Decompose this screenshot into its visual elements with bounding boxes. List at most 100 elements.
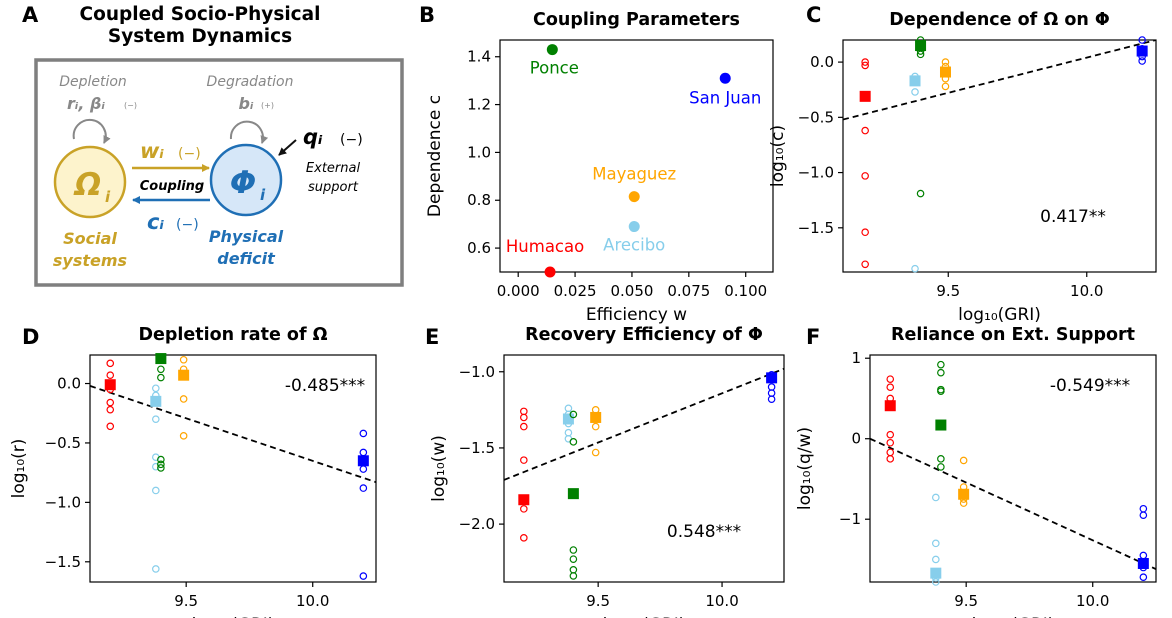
x-tick-label-e: 10.0	[705, 592, 738, 610]
sample-point-san-juan	[359, 572, 368, 580]
correlation-annotation-c: 0.417**	[1040, 207, 1106, 227]
sample-point-humacao	[886, 448, 895, 457]
sample-point-arecibo	[152, 384, 160, 393]
sample-point-arecibo	[932, 539, 940, 548]
sample-point-mayaguez	[941, 58, 950, 66]
sample-point-san-juan	[1138, 57, 1146, 65]
x-tick-label-c: 10.0	[1070, 282, 1103, 300]
mean-marker-san-juan	[357, 455, 369, 467]
sample-point-humacao	[520, 413, 528, 422]
mean-marker-arecibo	[150, 395, 162, 407]
sample-point-arecibo	[911, 264, 919, 273]
sample-point-humacao	[886, 455, 895, 463]
panel-letter-b: B	[419, 3, 435, 27]
sample-point-san-juan	[359, 448, 368, 457]
panel-letter-a: A	[22, 3, 39, 27]
sample-point-humacao	[520, 456, 528, 464]
mean-marker-humacao	[859, 90, 871, 102]
chart-f: F Reliance on Ext. Support 9.5 10.0 1 0 −1 log₁…	[795, 325, 1157, 618]
sample-point-humacao	[886, 383, 895, 391]
q-arrow	[278, 139, 297, 156]
w-sign: (−)	[178, 146, 201, 162]
panel-letter-c: C	[806, 3, 821, 27]
fit-line-d	[90, 385, 376, 484]
y-axis-label-f: log₁₀(q/w)	[795, 427, 815, 510]
mean-marker-san-juan	[1137, 557, 1149, 569]
panel-letter-f: F	[806, 325, 820, 349]
point-ponce	[546, 44, 558, 56]
sample-point-mayaguez	[959, 499, 968, 507]
x-tick-label-f: 9.5	[954, 592, 978, 610]
axes-frame-c	[842, 39, 1157, 273]
physical-deficit-line2: deficit	[217, 249, 276, 268]
w-label: wᵢ	[140, 139, 164, 163]
sample-point-san-juan	[359, 465, 368, 473]
sample-point-ponce	[157, 460, 165, 469]
correlation-annotation-e: 0.548***	[667, 522, 741, 542]
sample-point-humacao	[861, 172, 869, 180]
mean-marker-ponce	[915, 40, 927, 52]
sample-point-mayaguez	[179, 395, 188, 403]
sample-point-ponce	[157, 455, 165, 464]
point-label-mayaguez: Mayaguez	[592, 165, 676, 184]
mean-marker-ponce	[935, 419, 947, 431]
y-tick-label-b: 0.8	[467, 191, 491, 209]
y-axis-label-c: log₁₀(c)	[768, 125, 788, 187]
point-arecibo	[628, 221, 640, 233]
sample-point-ponce	[569, 438, 578, 446]
chart-title-f: Reliance on Ext. Support	[891, 325, 1135, 345]
y-tick-label-d: 0.0	[57, 375, 81, 393]
coupling-label: Coupling	[140, 179, 205, 194]
sample-point-ponce	[569, 410, 578, 419]
mean-marker-arecibo	[909, 75, 921, 87]
physical-deficit-line1: Physical	[209, 227, 284, 246]
self-loop-omega-arrow	[72, 118, 111, 144]
chart-title-e: Recovery Efficiency of Φ	[525, 325, 763, 345]
sample-point-humacao	[106, 398, 115, 407]
y-axis-label-b: Dependence c	[425, 95, 445, 217]
schematic-frame	[34, 58, 404, 287]
sample-point-mayaguez	[179, 355, 188, 364]
sample-point-mayaguez	[591, 422, 600, 431]
depletion-params: rᵢ, βᵢ	[67, 94, 106, 113]
x-tick-label-c: 9.5	[936, 282, 960, 300]
sample-point-ponce	[916, 189, 925, 198]
y-axis-label-d: log₁₀(r)	[9, 439, 29, 499]
sample-point-san-juan	[1139, 551, 1148, 560]
x-tick-label-d: 9.5	[174, 592, 198, 610]
point-humacao	[544, 266, 556, 278]
correlation-annotation-f: -0.549***	[1050, 376, 1130, 396]
sample-point-ponce	[569, 546, 578, 554]
x-axis-label-e: log₁₀(GRI)	[603, 615, 686, 618]
sample-point-ponce	[157, 373, 165, 382]
y-tick-label-e: −1.5	[459, 439, 495, 457]
sample-point-humacao	[886, 430, 895, 439]
mean-marker-arecibo	[930, 567, 942, 579]
chart-c: C Dependence of Ω on Φ 9.5 10.0 0.0 −0.5 −1.0 −…	[768, 3, 1157, 325]
sample-point-ponce	[937, 387, 945, 396]
sample-point-ponce	[937, 368, 945, 377]
y-tick-label-b: 1.2	[467, 96, 491, 114]
mean-marker-humacao	[518, 494, 530, 506]
sample-point-san-juan	[359, 484, 368, 492]
sample-point-humacao	[520, 534, 528, 542]
y-tick-label-b: 0.6	[467, 239, 491, 257]
y-tick-label-b: 1.4	[467, 48, 491, 66]
sample-point-ponce	[569, 566, 578, 574]
depletion-sign: (−)	[124, 101, 137, 110]
chart-e: E Recovery Efficiency of Φ 9.5 10.0 −1.0 −1.5…	[425, 325, 785, 618]
x-tick-label-b: 0.025	[554, 282, 597, 300]
mean-marker-ponce	[567, 488, 579, 500]
chart-title-d: Depletion rate of Ω	[138, 325, 327, 345]
y-tick-label-e: −2.0	[459, 515, 495, 533]
fit-line-f	[870, 437, 1156, 570]
sample-point-arecibo	[152, 565, 160, 573]
mean-marker-mayaguez	[958, 488, 970, 500]
mean-marker-arecibo	[562, 413, 574, 425]
sample-point-ponce	[569, 555, 578, 563]
sample-point-humacao	[520, 407, 528, 416]
sample-point-arecibo	[932, 555, 940, 564]
degradation-param: bᵢ	[239, 94, 254, 113]
sample-point-arecibo	[152, 415, 160, 423]
